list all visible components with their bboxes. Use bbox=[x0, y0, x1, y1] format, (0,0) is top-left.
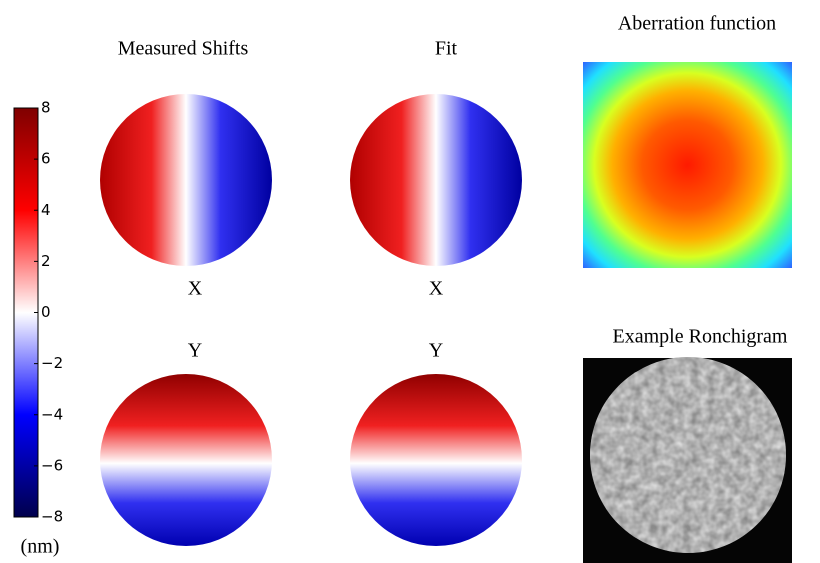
panel-title: Measured Shifts bbox=[118, 38, 249, 60]
panel-label: Y bbox=[429, 340, 443, 362]
fit-y-map bbox=[350, 374, 522, 546]
colorbar-unit: (nm) bbox=[21, 536, 60, 558]
figure: Measured Shifts Fit Aberration function … bbox=[0, 0, 820, 563]
panel-title: Example Ronchigram bbox=[613, 326, 788, 348]
colorbar-tick-label: 2 bbox=[41, 252, 51, 270]
colorbar-tick-label: 0 bbox=[41, 303, 51, 321]
fit-x-map bbox=[350, 94, 522, 266]
colorbar-tick-label: 6 bbox=[41, 150, 51, 168]
colorbar-tick-label: 4 bbox=[41, 201, 51, 219]
colorbar-tick-label: −2 bbox=[41, 354, 63, 372]
colorbar-tick-label: −4 bbox=[41, 405, 63, 423]
panel-label: Y bbox=[188, 340, 202, 362]
measured-x-map bbox=[100, 94, 272, 266]
colorbar-tick-label: 8 bbox=[41, 99, 51, 117]
panel-label: X bbox=[188, 278, 203, 300]
panel-title: Fit bbox=[435, 38, 458, 60]
panel-label: X bbox=[429, 278, 444, 300]
colorbar-tick-label: −6 bbox=[41, 456, 63, 474]
measured-y-map bbox=[100, 374, 272, 546]
panel-title: Aberration function bbox=[618, 13, 776, 35]
aberration-map bbox=[583, 62, 792, 268]
colorbar-tick-label: −8 bbox=[41, 508, 63, 526]
